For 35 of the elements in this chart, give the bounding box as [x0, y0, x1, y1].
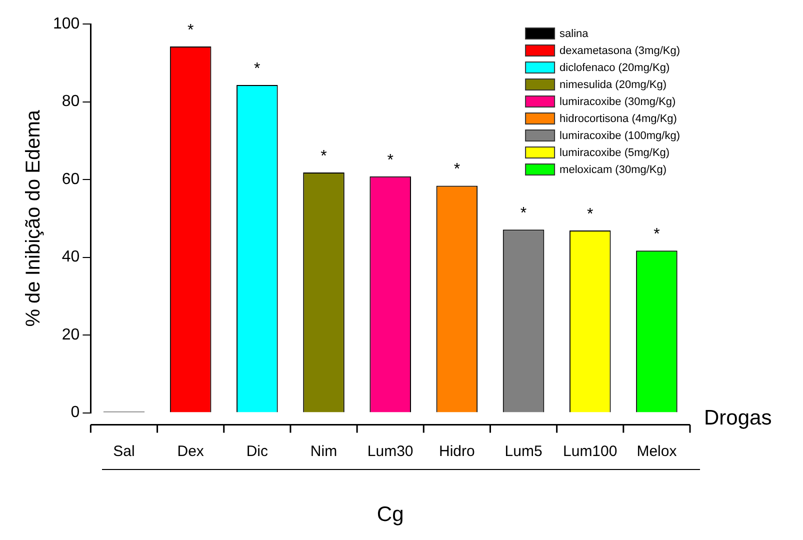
y-tick-label: 0 — [70, 404, 80, 422]
legend-label: diclofenaco (20mg/Kg) — [560, 62, 670, 74]
legend-label: lumiracoxibe (5mg/Kg) — [560, 147, 670, 160]
legend-label: salina — [560, 28, 590, 40]
x-axis-title: Cg — [376, 503, 404, 526]
y-tick-label: 20 — [62, 326, 80, 344]
x-tick-label: Dic — [246, 442, 268, 460]
legend-label: nimesulida (20mg/Kg) — [560, 79, 667, 92]
annotation: * — [454, 161, 460, 178]
y-tick-label: 60 — [62, 170, 80, 188]
x-tick-label: Lum5 — [504, 442, 542, 460]
y-tick-label: 40 — [62, 248, 80, 266]
x-tick-label: Dex — [177, 442, 204, 460]
annotation: * — [520, 205, 527, 222]
annotation: * — [587, 206, 594, 223]
legend-label: lumiracoxibe (30mg/Kg) — [560, 96, 676, 108]
legend-label: dexametasona (3mg/Kg) — [560, 45, 680, 58]
annotation: * — [187, 22, 194, 39]
legend-label: hidrocortisona (4mg/Kg) — [560, 113, 677, 126]
y-tick-label: 80 — [62, 93, 80, 110]
x-tick-label: Lum100 — [563, 442, 618, 460]
legend-label: meloxicam (30mg/Kg) — [560, 164, 667, 176]
x-tick-label: Lum30 — [367, 442, 414, 460]
y-axis-title: % de Inibição do Edema — [22, 109, 45, 327]
text: Drogas — [704, 406, 772, 430]
x-tick-label: Nim — [310, 442, 338, 460]
legend-label: lumiracoxibe (100mg/kg) — [560, 130, 680, 142]
annotation: * — [387, 152, 394, 169]
annotation: * — [654, 226, 660, 244]
annotation: * — [254, 60, 260, 78]
y-tick-label: 100 — [52, 15, 80, 32]
x-tick-label: Hidro — [439, 442, 475, 460]
x-tick-label: Sal — [113, 442, 135, 460]
annotation: * — [320, 148, 327, 165]
x-tick-label: Melox — [636, 442, 678, 460]
